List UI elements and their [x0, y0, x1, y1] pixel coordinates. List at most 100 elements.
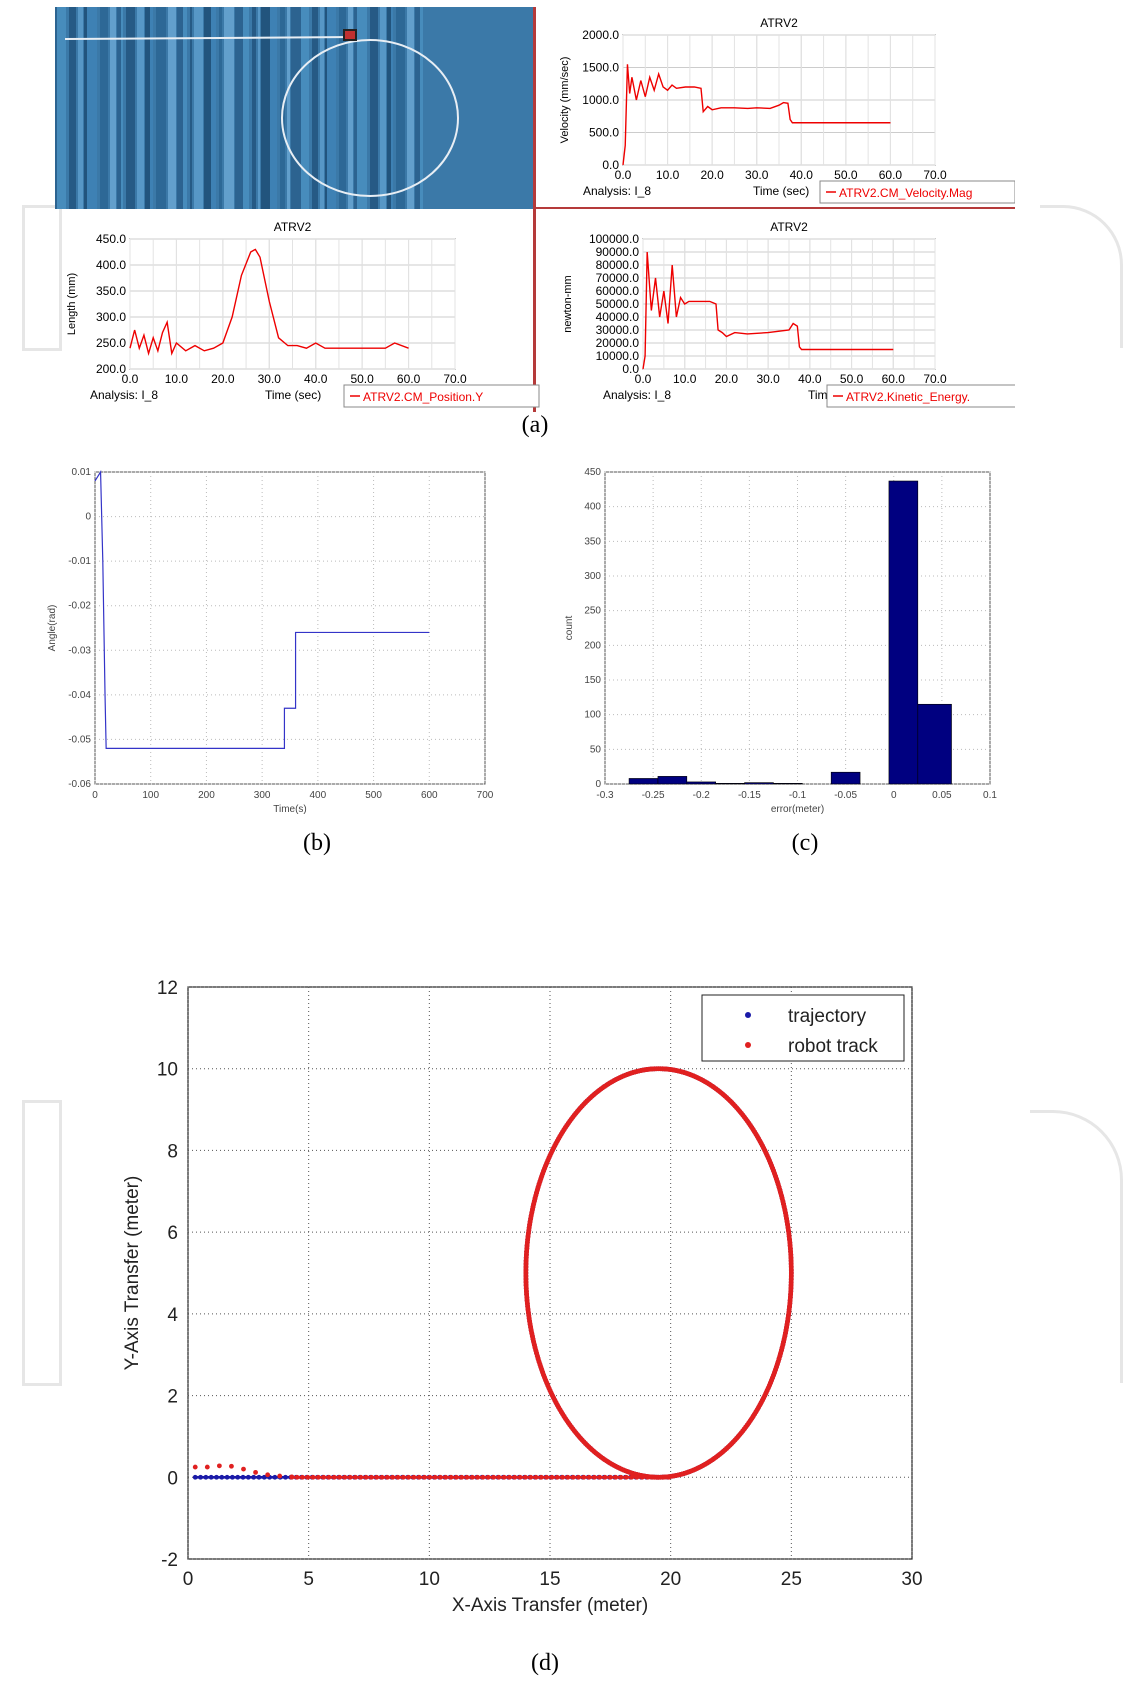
x-tick-label: 100 — [142, 790, 159, 801]
simulation-scene — [55, 7, 535, 209]
x-tick-label: 40.0 — [304, 372, 328, 386]
data-point — [576, 1474, 581, 1480]
x-tick-label: 50.0 — [834, 168, 858, 182]
chart-position: 450.0 400.0 350.0 300.0 250.0 200.00.0 10.0 20.… — [66, 220, 540, 408]
x-tick-label: 40.0 — [798, 372, 822, 386]
y-tick-label: -0.01 — [68, 556, 91, 567]
scene-stripe — [387, 7, 391, 209]
data-point — [229, 1463, 234, 1469]
data-point — [294, 1474, 300, 1480]
scene-stripe — [415, 7, 420, 209]
x-axis-label: Time (sec) — [753, 184, 809, 198]
data-point — [235, 1474, 241, 1480]
x-axis-label: Time (sec) — [265, 388, 321, 402]
y-tick-label: 4 — [167, 1305, 178, 1326]
data-point — [607, 1474, 613, 1480]
histogram-bar — [686, 781, 716, 785]
x-tick-label: -0.1 — [789, 790, 807, 801]
data-point — [602, 1474, 608, 1480]
y-tick-label: 50000.0 — [596, 297, 640, 311]
scene-stripe — [354, 7, 357, 209]
data-point — [416, 1474, 422, 1480]
data-point — [469, 1474, 475, 1480]
scene-stripe — [243, 7, 249, 209]
x-tick-label: 20.0 — [715, 372, 739, 386]
data-point — [480, 1474, 486, 1480]
data-point — [464, 1474, 470, 1480]
caption-a: (a) — [521, 412, 549, 438]
x-tick-label: 500 — [365, 790, 382, 801]
data-point — [613, 1474, 619, 1480]
data-point — [265, 1472, 271, 1478]
legend-box — [701, 994, 905, 1062]
histogram-bar — [773, 783, 803, 785]
y-tick-label: 2000.0 — [582, 28, 619, 42]
x-tick-label: 0.0 — [635, 372, 652, 386]
scene-stripe — [78, 7, 83, 209]
y-tick-label: 250.0 — [96, 336, 126, 350]
scene-stripe — [261, 7, 270, 209]
y-tick-label: 8 — [167, 1141, 178, 1162]
x-tick-label: -0.05 — [834, 790, 857, 801]
x-tick-label: 70.0 — [923, 372, 947, 386]
scene-stripe — [211, 7, 216, 209]
data-point — [203, 1474, 209, 1480]
y-tick-label: 80000.0 — [596, 258, 640, 272]
y-tick-label: 350.0 — [96, 284, 126, 298]
y-tick-label: 0.01 — [72, 467, 92, 478]
data-point — [299, 1474, 305, 1480]
legend-label: ATRV2.Kinetic_Energy. — [846, 390, 970, 404]
scene-stripe — [320, 7, 324, 209]
histogram-bar — [830, 771, 861, 785]
y-tick-label: 400.0 — [96, 258, 126, 272]
y-tick-label: 0.0 — [602, 158, 619, 172]
x-tick-label: 0.05 — [932, 790, 952, 801]
x-tick-label: 60.0 — [879, 168, 903, 182]
x-tick-label: 30.0 — [756, 372, 780, 386]
histogram-bar — [744, 782, 774, 785]
data-point — [305, 1474, 311, 1480]
scene-stripes — [55, 7, 423, 209]
data-point — [315, 1474, 321, 1480]
x-axis-label: error(meter) — [771, 804, 824, 815]
x-tick-label: -0.25 — [642, 790, 665, 801]
data-point — [538, 1474, 544, 1480]
data-point — [586, 1474, 592, 1480]
x-tick-label: 20.0 — [211, 372, 235, 386]
y-tick-label: 10000.0 — [596, 349, 640, 363]
y-tick-label: 90000.0 — [596, 245, 640, 259]
data-point — [443, 1474, 449, 1480]
y-tick-label: 0 — [85, 512, 91, 523]
x-tick-label: 200 — [198, 790, 215, 801]
x-tick-label: 50.0 — [350, 372, 374, 386]
data-point — [240, 1474, 246, 1480]
y-tick-label: 500.0 — [589, 126, 619, 140]
data-point — [475, 1474, 480, 1480]
scene-stripe — [204, 7, 211, 209]
x-tick-label: 20 — [660, 1569, 681, 1590]
data-point — [224, 1474, 230, 1480]
x-tick-label: 0 — [183, 1569, 194, 1590]
x-tick-label: 0 — [891, 790, 897, 801]
scene-stripe — [252, 7, 256, 209]
data-point — [501, 1474, 507, 1480]
y-tick-label: 450 — [584, 467, 601, 478]
data-point — [592, 1474, 597, 1480]
y-axis-label: Y-Axis Transfer (meter) — [122, 1176, 143, 1371]
data-point — [379, 1474, 385, 1480]
data-point — [422, 1474, 427, 1480]
y-tick-label: 100000.0 — [589, 232, 639, 246]
data-point — [208, 1474, 214, 1480]
scene-stripe — [301, 7, 309, 209]
x-tick-label: 5 — [303, 1569, 314, 1590]
y-tick-label: 100 — [584, 710, 601, 721]
data-point — [256, 1474, 262, 1480]
watermark-shape — [1030, 1110, 1123, 1383]
x-tick-label: 10.0 — [656, 168, 680, 182]
y-tick-label: 20000.0 — [596, 336, 640, 350]
y-tick-label: 0 — [595, 779, 601, 790]
analysis-label: Analysis: I_8 — [90, 388, 158, 402]
data-point — [406, 1474, 411, 1480]
